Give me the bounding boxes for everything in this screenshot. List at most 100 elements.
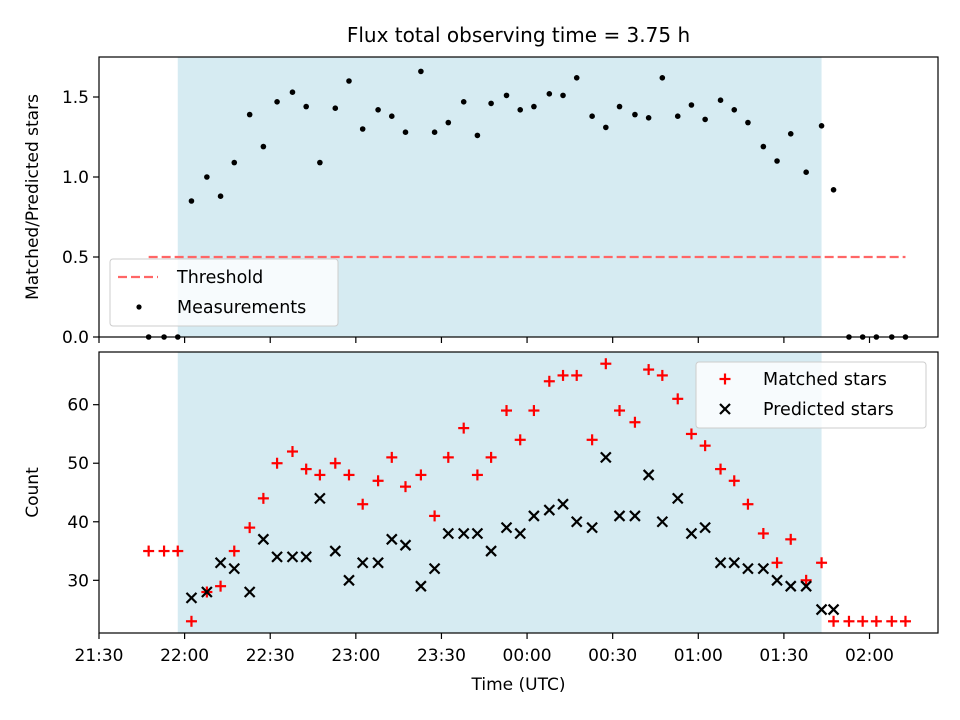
predicted-star-point (699, 521, 711, 534)
predicted-star-point (656, 515, 669, 528)
predicted-star-point (471, 527, 484, 540)
measurement-point (332, 105, 339, 111)
ratio-legend: Threshold Measurements (109, 258, 339, 327)
measurement-point (803, 169, 809, 175)
measurement-point (760, 143, 767, 150)
measurement-point (246, 111, 253, 118)
predicted-star-point (685, 527, 698, 540)
matched-star-point (257, 492, 269, 504)
matched-star-point (886, 615, 898, 627)
matched-star-point (828, 615, 840, 627)
matched-star-point (528, 405, 540, 417)
matched-star-point (586, 434, 598, 446)
matched-star-point (816, 557, 828, 569)
legend-measurements-swatch (136, 304, 142, 310)
matched-star-point (543, 375, 555, 387)
predicted-star-point (815, 603, 828, 616)
matched-star-point (699, 440, 711, 452)
matched-star-point (656, 369, 668, 381)
matched-star-point (415, 469, 427, 481)
predicted-star-point (543, 504, 556, 516)
matched-star-point (870, 615, 882, 627)
measurement-point (204, 174, 210, 180)
measurement-point (317, 159, 323, 166)
matched-star-point (843, 615, 855, 627)
measurement-point (231, 159, 238, 166)
predicted-star-point (629, 510, 641, 522)
legend-matched-swatch (719, 373, 731, 385)
matched-star-point (614, 405, 626, 417)
matched-star-point (557, 369, 569, 381)
measurement-point (674, 113, 681, 119)
measurement-point (217, 193, 224, 199)
ratio-plot-frame (98, 56, 939, 338)
measurement-point (787, 131, 794, 137)
measurement-point (460, 99, 467, 105)
matched-star-point (357, 498, 369, 510)
measurement-point (474, 132, 481, 139)
measurement-point (546, 91, 553, 97)
matched-star-point (685, 428, 697, 440)
predicted-star-point (343, 574, 355, 587)
predicted-star-point (557, 498, 569, 510)
predicted-star-point (514, 527, 526, 540)
predicted-star-point (442, 527, 455, 540)
matched-star-point (757, 527, 769, 539)
predicted-star-point (214, 556, 227, 569)
predicted-stars-points (185, 451, 840, 616)
measurement-point (388, 113, 395, 119)
predicted-star-point (329, 545, 342, 557)
measurement-point (402, 129, 409, 135)
y-tick-label: 1.0 (62, 168, 89, 188)
x-tick-label: 23:00 (331, 646, 380, 666)
legend-predicted-label: Predicted stars (763, 400, 894, 420)
predicted-star-point (356, 556, 369, 569)
count-legend-box (695, 361, 927, 429)
matched-star-point (800, 574, 812, 586)
count-x-ticks: 21:30 22:00 22:30 23:00 23:30 00:00 00:30 01:00… (75, 633, 894, 666)
measurement-point (303, 103, 309, 110)
matched-star-point (228, 545, 240, 557)
measurement-point (531, 103, 537, 110)
matched-star-point (215, 580, 227, 592)
matched-star-point (785, 533, 797, 545)
legend-predicted-swatch (719, 403, 731, 415)
measurement-point (289, 89, 296, 95)
predicted-star-point (771, 574, 783, 587)
matched-star-point (600, 358, 612, 370)
measurement-point (418, 68, 424, 75)
x-axis-label: Time (UTC) (471, 675, 566, 695)
predicted-star-point (399, 539, 412, 551)
measurement-point (830, 187, 837, 193)
measurement-point (632, 111, 638, 118)
matched-star-point (514, 434, 526, 446)
y-tick-label: 1.5 (62, 88, 89, 108)
chart-title: Flux total observing time = 3.75 h (347, 23, 690, 47)
predicted-star-point (415, 580, 427, 592)
predicted-star-point (243, 586, 256, 598)
count-plot-frame (98, 351, 939, 634)
y-tick-label: 50 (67, 454, 89, 474)
measurement-points (145, 68, 909, 340)
measurement-point (645, 115, 652, 121)
x-tick-label: 00:30 (588, 646, 637, 666)
measurement-point (274, 99, 280, 105)
matched-star-point (771, 557, 783, 569)
measurement-point (702, 116, 708, 123)
y-tick-label: 40 (67, 513, 89, 533)
matched-star-point (158, 545, 170, 557)
predicted-star-point (286, 551, 299, 563)
predicted-star-point (742, 562, 754, 575)
matched-star-point (185, 615, 197, 627)
measurement-point (818, 123, 825, 129)
predicted-star-point (613, 510, 626, 522)
ratio-y-axis-label: Matched/Predicted stars (23, 94, 43, 300)
matched-star-point (458, 422, 470, 434)
measurement-point (375, 107, 381, 113)
matched-star-point (571, 369, 583, 381)
matched-star-point (643, 364, 655, 376)
legend-measurements-label: Measurements (177, 298, 306, 318)
measurement-point (560, 92, 566, 99)
measurement-point (359, 126, 366, 132)
